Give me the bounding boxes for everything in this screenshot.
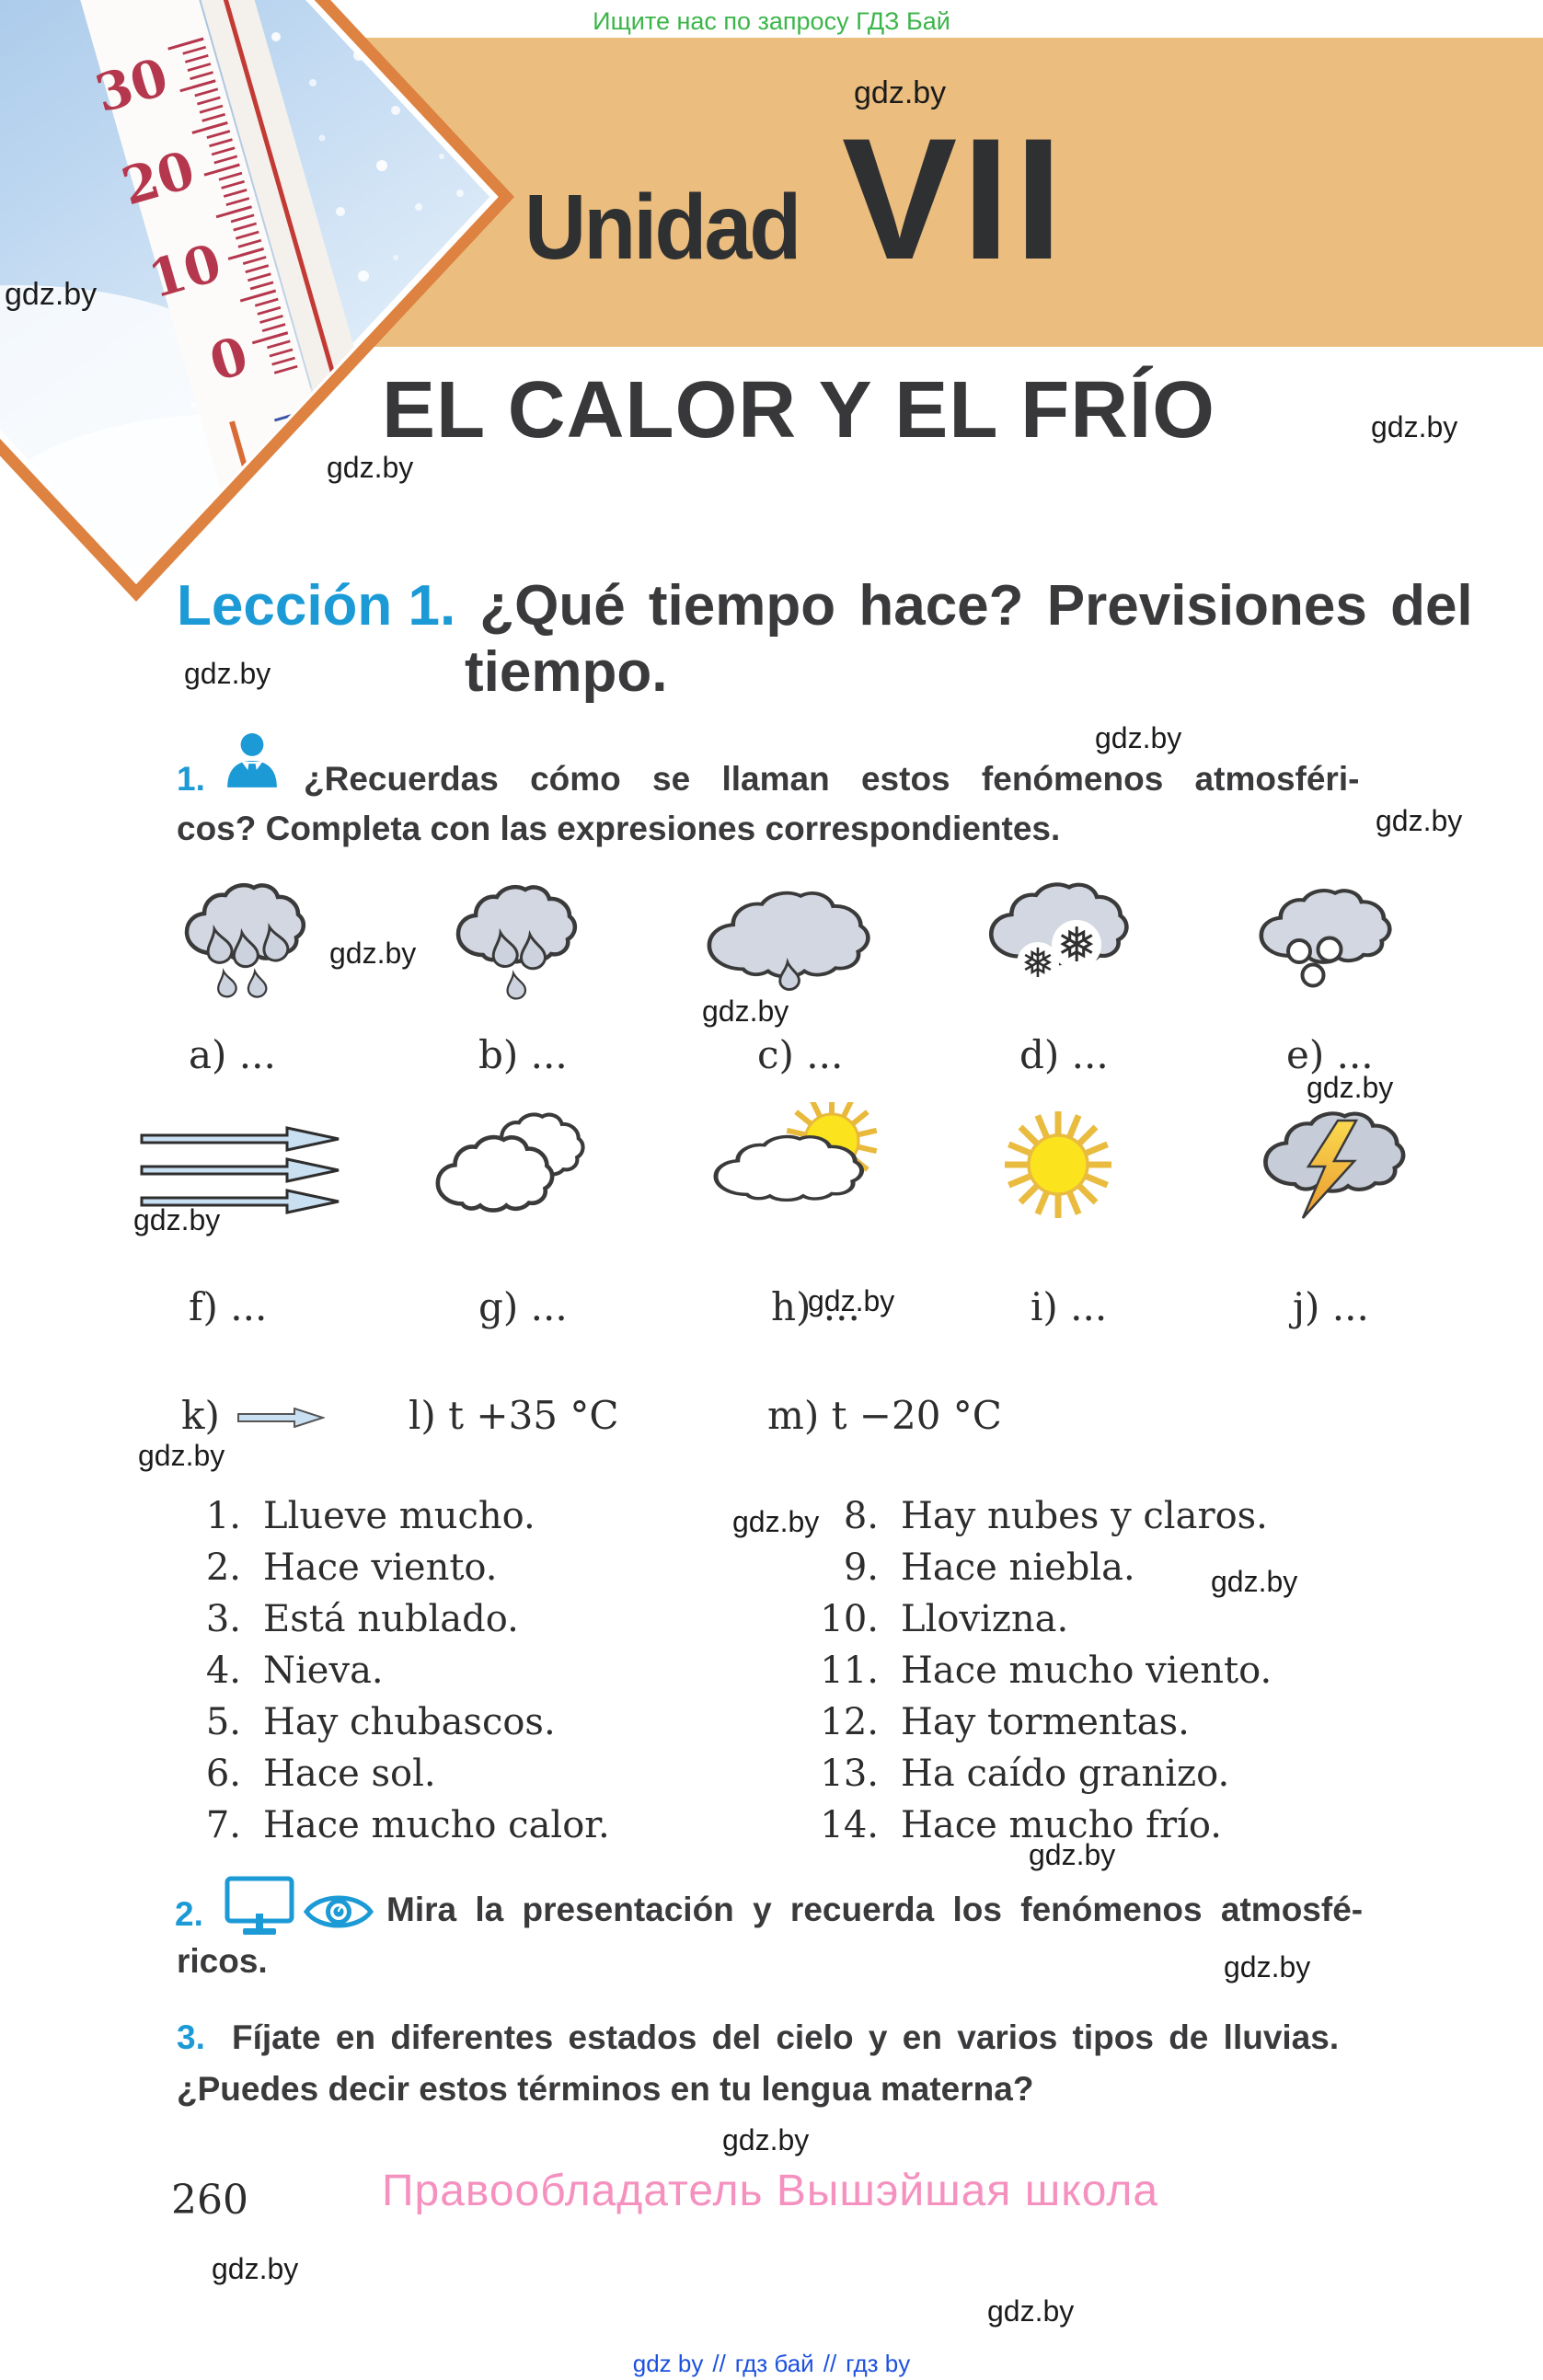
monitor-icon [223,1875,296,1939]
drizzle-icon [696,883,875,1007]
list-item: 1. Llueve mucho. [205,1495,535,1537]
phrase-list-left: 1. Llueve mucho. 2. Hace viento. 3. Está nu… [138,1490,690,1851]
label-c: c) ... [757,1032,844,1077]
list-item: 14. Hace mucho frío. [820,1804,1222,1846]
label-j: j) ... [1293,1284,1369,1329]
sun-icon [994,1100,1123,1229]
hail-icon [1244,883,1396,1003]
list-item: 3. Está nublado. [205,1598,519,1640]
unit-title: EL CALOR Y EL FRÍO [382,365,1215,454]
lesson-title-line2: tiempo. [465,640,668,704]
rain-icon [440,881,587,1010]
watermark: gdz.by [212,2252,299,2285]
list-item: 4. Nieva. [205,1650,384,1692]
exercise2-line1: Mira la presentación y recuerda los fenó… [386,1891,1364,1928]
watermark: gdz.by [1095,721,1182,754]
watermark: gdz.by [722,2123,810,2156]
list-item: 5. Hay chubascos. [205,1701,556,1743]
watermark: gdz.by [702,995,789,1028]
snowflake-glyph-large: ❅ [1056,918,1097,973]
eye-icon [304,1890,374,1934]
promo-text: Ищите нас по запросу ГДЗ Бай [593,7,950,35]
heavy-rain-icon [170,880,317,1008]
label-m-temp-minus: m) t −20 °C [767,1393,1002,1438]
exercise2-line2: ricos. [177,1942,268,1980]
exercise3-line2: ¿Puedes decir estos términos en tu lengu… [177,2070,1034,2108]
watermark: gdz.by [1224,1950,1311,1983]
watermark: gdz.by [808,1284,895,1317]
exercise3-number: 3. [177,2018,205,2056]
label-i: i) ... [1031,1284,1108,1329]
label-a: a) ... [189,1032,276,1077]
list-item: 11. Hace mucho viento. [820,1650,1272,1692]
label-l-temp-plus: l) t +35 °C [409,1393,619,1438]
page-number: 260 [171,2177,248,2224]
list-item: 13. Ha caído granizo. [820,1753,1230,1795]
list-item: 8. Hay nubes y claros. [843,1495,1268,1537]
label-k: k) [181,1393,220,1438]
watermark: gdz.by [329,937,417,970]
label-h: h) ... [771,1284,860,1329]
watermark: gdz.by [133,1203,221,1236]
exercise1-line2: cos? Completa con las expresiones corres… [177,810,1061,847]
footer-link-gdz-by2[interactable]: гдз by [846,2350,911,2377]
storm-icon [1249,1108,1411,1227]
phrase-list-right: 8. Hay nubes y claros. 9. Hace niebla. 10.… [699,1490,1272,1851]
label-b: b) ... [478,1032,568,1077]
unit-heading: Unidad VII [524,112,1067,285]
exercise3-line1: Fíjate en diferentes estados del cielo y… [232,2018,1340,2056]
list-item: 2. Hace viento. [205,1546,498,1589]
sun-behind-cloud-icon [707,1102,886,1217]
footer-link-gdz-bai[interactable]: гдз бай [734,2350,814,2377]
label-g: g) ... [478,1284,568,1329]
watermark: gdz.by [1376,804,1463,837]
watermark: gdz.by [732,1505,820,1538]
watermark: gdz.by [5,277,98,312]
lesson-label: Lección 1. [177,574,456,638]
label-e: e) ... [1286,1032,1374,1077]
footer-link-gdz-by[interactable]: gdz by [632,2350,704,2377]
unit-label: Unidad [524,176,801,279]
watermark: gdz.by [854,75,947,110]
watermark: gdz.by [327,451,414,484]
watermark: gdz.by [1371,410,1458,443]
watermark: gdz.by [184,657,271,690]
small-arrow-icon [237,1408,325,1428]
watermark: gdz.by [1211,1565,1298,1598]
exercise2-number: 2. [175,1895,203,1933]
watermark: gdz.by [138,1439,225,1472]
wind-icon [140,1126,342,1214]
header-artwork: 30 20 10 0 0 10 20 30 ❄ [0,0,1543,644]
label-f: f) ... [189,1284,268,1329]
exercise1-line1: ¿Recuerdas cómo se llaman estos fenómeno… [304,760,1360,798]
list-item: 6. Hace sol. [205,1753,436,1795]
lesson-title-line1: ¿Qué tiempo hace? Previsiones del [479,574,1473,638]
watermark: gdz.by [987,2294,1075,2328]
list-item: 9. Hace niebla. [843,1546,1135,1589]
footer-separator: // [712,2350,726,2377]
footer-separator: // [823,2350,837,2377]
person-icon [224,732,281,789]
label-d: d) ... [1019,1032,1109,1077]
footer-links: gdz by // гдз бай // гдз by [0,2350,1543,2378]
clouds-icon [431,1111,601,1220]
list-item: 10. Llovizna. [820,1598,1069,1640]
snowflake-glyph-small: ❅ [1021,940,1055,987]
watermark: gdz.by [1029,1838,1116,1871]
watermark: gdz.by [1307,1071,1394,1104]
list-item: 12. Hay tormentas. [820,1701,1190,1743]
unit-number: VII [841,102,1067,295]
list-item: 7. Hace mucho calor. [205,1804,610,1846]
lesson-heading: Lección 1. ¿Qué tiempo hace? Previsiones … [177,578,1473,635]
snow-icon: ❅ ❅ [973,879,1134,1003]
exercise1-number: 1. [177,760,205,798]
blue-scale-10: 10 [350,486,435,564]
copyright-text: Правообладатель Вышэйшая школа [382,2167,1159,2215]
